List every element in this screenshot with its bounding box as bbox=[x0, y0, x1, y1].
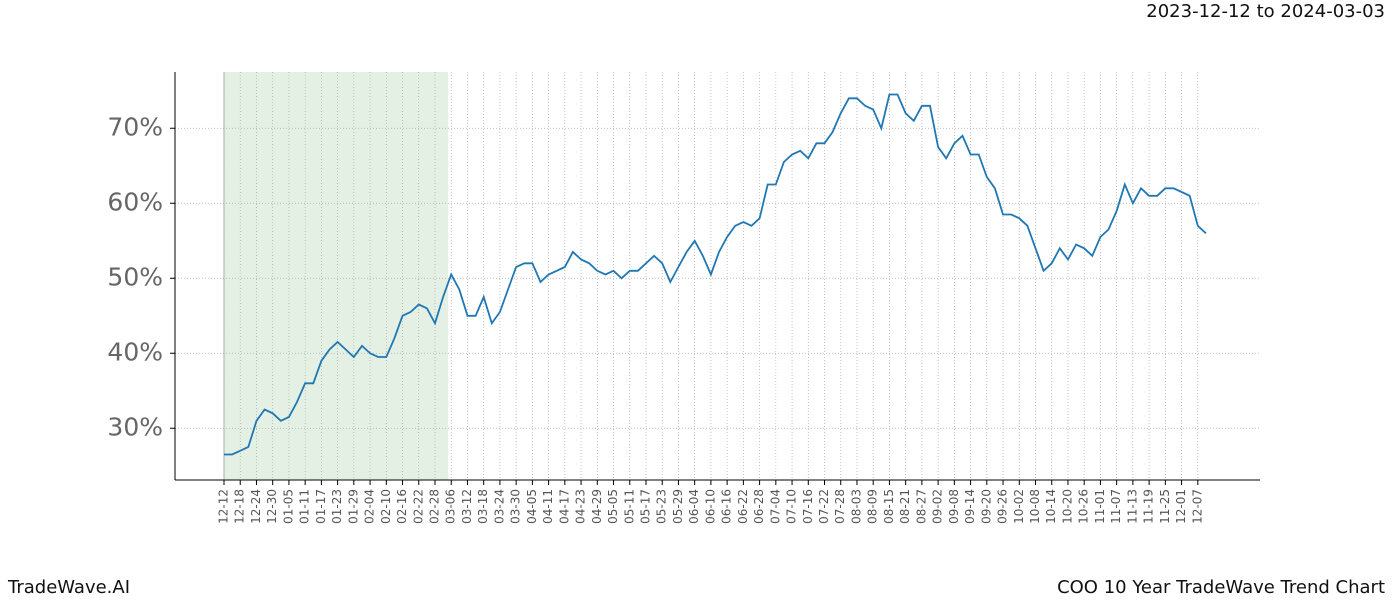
x-tick-label: 12-12 bbox=[217, 489, 231, 524]
date-range: 2023-12-12 to 2024-03-03 bbox=[1146, 1, 1385, 22]
x-tick-label: 07-04 bbox=[768, 489, 782, 524]
x-tick-label: 12-24 bbox=[249, 489, 263, 524]
x-tick-label: 12-30 bbox=[265, 489, 279, 524]
y-tick-label: 50% bbox=[107, 262, 163, 291]
x-tick-label: 12-01 bbox=[1174, 489, 1188, 524]
x-tick-label: 08-15 bbox=[882, 489, 896, 524]
x-tick-label: 09-02 bbox=[931, 489, 945, 524]
x-tick-label: 04-05 bbox=[525, 489, 539, 524]
x-tick-label: 08-09 bbox=[866, 489, 880, 524]
x-tick-label: 01-23 bbox=[330, 489, 344, 524]
x-tick-label: 11-25 bbox=[1158, 489, 1172, 524]
x-tick-label: 05-17 bbox=[638, 489, 652, 524]
x-tick-label: 02-22 bbox=[411, 489, 425, 524]
brand: TradeWave.AI bbox=[7, 577, 130, 598]
x-tick-label: 05-29 bbox=[671, 489, 685, 524]
x-tick-label: 12-07 bbox=[1190, 489, 1204, 524]
x-tick-label: 05-11 bbox=[622, 489, 636, 524]
x-tick-label: 06-22 bbox=[736, 489, 750, 524]
x-tick-label: 10-26 bbox=[1077, 489, 1091, 524]
x-tick-label: 09-26 bbox=[996, 489, 1010, 524]
x-tick-label: 04-11 bbox=[541, 489, 555, 524]
x-tick-label: 06-10 bbox=[703, 489, 717, 524]
y-tick-label: 60% bbox=[107, 187, 163, 216]
x-tick-label: 03-06 bbox=[444, 489, 458, 524]
x-tick-label: 01-11 bbox=[298, 489, 312, 524]
chart-title: COO 10 Year TradeWave Trend Chart bbox=[1057, 577, 1385, 598]
x-tick-label: 02-04 bbox=[363, 489, 377, 524]
x-tick-label: 02-16 bbox=[395, 489, 409, 524]
x-tick-label: 02-10 bbox=[379, 489, 393, 524]
shaded-span bbox=[224, 72, 449, 480]
x-tick-label: 03-30 bbox=[509, 489, 523, 524]
y-tick-label: 70% bbox=[107, 112, 163, 141]
x-tick-label: 04-23 bbox=[574, 489, 588, 524]
x-tick-label: 04-17 bbox=[557, 489, 571, 524]
x-tick-label: 05-05 bbox=[606, 489, 620, 524]
x-tick-label: 11-13 bbox=[1125, 489, 1139, 524]
x-tick-label: 07-28 bbox=[833, 489, 847, 524]
x-tick-label: 06-04 bbox=[687, 489, 701, 524]
x-tick-label: 03-12 bbox=[460, 489, 474, 524]
x-tick-label: 10-08 bbox=[1028, 489, 1042, 524]
x-tick-label: 12-18 bbox=[233, 489, 247, 524]
x-tick-label: 04-29 bbox=[590, 489, 604, 524]
x-tick-label: 03-18 bbox=[476, 489, 490, 524]
x-tick-label: 11-07 bbox=[1109, 489, 1123, 524]
x-tick-label: 10-02 bbox=[1012, 489, 1026, 524]
x-tick-label: 09-14 bbox=[963, 489, 977, 524]
x-tick-label: 02-28 bbox=[427, 489, 441, 524]
y-tick-label: 40% bbox=[107, 337, 163, 366]
x-tick-label: 09-20 bbox=[979, 489, 993, 524]
x-tick-label: 11-19 bbox=[1142, 489, 1156, 524]
x-tick-label: 08-27 bbox=[914, 489, 928, 524]
x-tick-label: 07-16 bbox=[801, 489, 815, 524]
x-tick-label: 08-21 bbox=[898, 489, 912, 524]
x-tick-label: 07-22 bbox=[817, 489, 831, 524]
x-tick-label: 07-10 bbox=[785, 489, 799, 524]
x-tick-label: 01-29 bbox=[346, 489, 360, 524]
x-tick-label: 05-23 bbox=[655, 489, 669, 524]
x-tick-label: 08-03 bbox=[849, 489, 863, 524]
trend-line bbox=[224, 93, 1207, 456]
x-tick-label: 01-17 bbox=[314, 489, 328, 524]
x-tick-label: 10-14 bbox=[1044, 489, 1058, 524]
x-tick-label: 09-08 bbox=[947, 489, 961, 524]
x-tick-label: 11-01 bbox=[1093, 489, 1107, 524]
x-tick-label: 03-24 bbox=[492, 489, 506, 524]
x-tick-label: 01-05 bbox=[281, 489, 295, 524]
x-tick-label: 06-28 bbox=[752, 489, 766, 524]
x-tick-label: 10-20 bbox=[1060, 489, 1074, 524]
x-tick-label: 06-16 bbox=[720, 489, 734, 524]
y-tick-label: 30% bbox=[107, 412, 163, 441]
